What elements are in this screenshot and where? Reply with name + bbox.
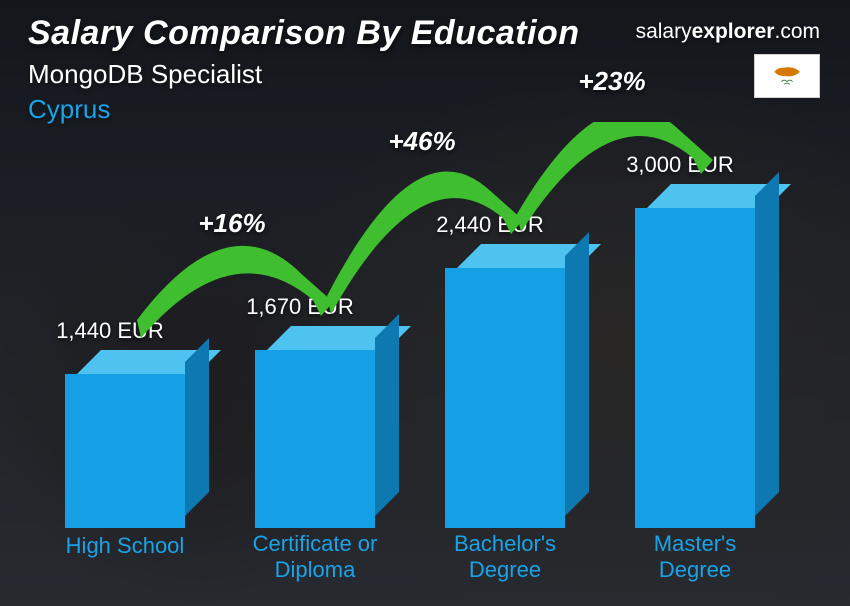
country-flag	[754, 54, 820, 98]
bar-group: 1,440 EURHigh School	[40, 374, 210, 528]
header: Salary Comparison By Education MongoDB S…	[28, 14, 580, 125]
bar-group: 3,000 EURMaster'sDegree	[610, 208, 780, 528]
brand-part-2: explorer	[692, 20, 775, 43]
bar	[255, 350, 375, 528]
bar	[445, 268, 565, 528]
bar-front	[65, 374, 185, 528]
bar-group: 2,440 EURBachelor'sDegree	[420, 268, 590, 528]
bar-side	[185, 338, 209, 516]
cyprus-flag-icon	[765, 62, 809, 90]
bar-category-label: Bachelor'sDegree	[410, 531, 600, 582]
increase-label: +23%	[572, 66, 652, 97]
page-title: Salary Comparison By Education	[28, 14, 580, 53]
brand-suffix: .com	[774, 20, 820, 43]
bar-side	[755, 172, 779, 516]
flag-leaves	[781, 80, 792, 84]
bar-side	[375, 314, 399, 516]
bar-group: 1,670 EURCertificate orDiploma	[230, 350, 400, 528]
bar-value-label: 1,440 EUR	[20, 318, 200, 344]
job-title: MongoDB Specialist	[28, 59, 580, 90]
bar-chart: 1,440 EURHigh School1,670 EURCertificate…	[40, 122, 810, 582]
bar-front	[255, 350, 375, 528]
country-name: Cyprus	[28, 94, 580, 125]
bar-category-label: High School	[30, 533, 220, 558]
bar-value-label: 3,000 EUR	[590, 152, 770, 178]
bar-category-label: Certificate orDiploma	[220, 531, 410, 582]
bar	[65, 374, 185, 528]
brand-part-1: salary	[636, 20, 692, 43]
bar-front	[445, 268, 565, 528]
bar-category-label: Master'sDegree	[600, 531, 790, 582]
bar-value-label: 2,440 EUR	[400, 212, 580, 238]
bar-side	[565, 232, 589, 516]
flag-island	[774, 67, 799, 76]
brand-logo: salaryexplorer.com	[636, 20, 820, 44]
bar	[635, 208, 755, 528]
increase-label: +46%	[382, 126, 462, 157]
increase-label: +16%	[192, 208, 272, 239]
bar-value-label: 1,670 EUR	[210, 294, 390, 320]
bar-front	[635, 208, 755, 528]
